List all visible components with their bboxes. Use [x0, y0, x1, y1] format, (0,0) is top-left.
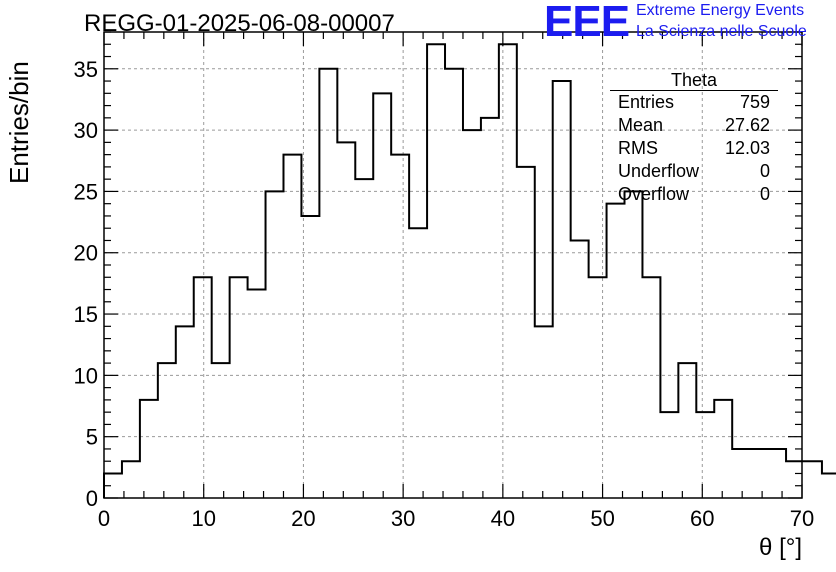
y-tick-label: 35 [74, 57, 98, 82]
y-tick-label: 20 [74, 241, 98, 266]
histogram-bin [768, 449, 786, 498]
histogram-bin [212, 363, 230, 498]
stats-label: Underflow [618, 161, 700, 181]
stats-label: RMS [618, 138, 658, 158]
logo-line-2: La Scienza nelle Scuole [636, 23, 807, 40]
y-tick-label: 30 [74, 118, 98, 143]
x-tick-label: 10 [191, 506, 215, 531]
histogram-bin [660, 412, 678, 498]
histogram-bin [535, 326, 553, 498]
tick-labels: 0 10 20 30 40 50 60 70 0 5 10 15 20 25 30 35 [74, 57, 815, 531]
x-tick-label: 0 [98, 506, 110, 531]
y-tick-label: 10 [74, 363, 98, 388]
histogram-bin [571, 240, 589, 498]
histogram-bin [194, 277, 212, 498]
axis-ticks [103, 31, 803, 499]
stats-value: 27.62 [724, 115, 770, 135]
histogram-bin [248, 290, 266, 498]
stats-value: 12.03 [724, 138, 770, 158]
x-tick-label: 50 [590, 506, 614, 531]
x-tick-label: 60 [690, 506, 714, 531]
stats-row: Underflow 0 [610, 160, 778, 183]
stats-label: Overflow [618, 184, 690, 204]
histogram-bin [625, 191, 643, 498]
histogram-bin [301, 216, 319, 498]
eee-logo: EEE [544, 0, 630, 46]
histogram-bin [122, 461, 140, 498]
histogram-bin [589, 277, 607, 498]
histogram-bin [355, 179, 373, 498]
histogram-bin [409, 228, 427, 498]
histogram-bin [481, 118, 499, 498]
x-axis-label: θ [°] [759, 534, 802, 561]
histogram-bin [499, 44, 517, 498]
stats-box: Theta Entries 759 Mean 27.62 RMS 12.03 U… [610, 70, 778, 206]
histogram-bin [373, 93, 391, 498]
histogram-bin [391, 155, 409, 498]
stats-label: Entries [618, 92, 675, 112]
stats-value: 0 [759, 184, 770, 204]
x-tick-label: 30 [391, 506, 415, 531]
stats-label: Mean [618, 115, 664, 135]
histogram-bin [337, 142, 355, 498]
histogram-bin [804, 461, 822, 498]
histogram-bin [266, 191, 284, 498]
histogram-bin [463, 130, 481, 498]
histogram-bin [140, 400, 158, 498]
x-tick-label: 40 [491, 506, 515, 531]
histogram-outline [103, 43, 836, 498]
histogram-bin [427, 44, 445, 498]
histogram-bin [230, 277, 248, 498]
x-tick-label: 70 [790, 506, 814, 531]
histogram-bin [714, 400, 732, 498]
chart-title: REGG-01-2025-06-08-00007 [84, 10, 395, 37]
y-tick-label: 5 [86, 425, 98, 450]
histogram-bin [176, 326, 194, 498]
stats-row: Overflow 0 [610, 183, 778, 206]
histogram-bin [158, 363, 176, 498]
histogram-bin [696, 412, 714, 498]
histogram-bin [553, 81, 571, 498]
y-tick-label: 0 [86, 486, 98, 511]
histogram-bin [732, 449, 750, 498]
y-axis-label: Entries/bin [4, 61, 34, 184]
stats-title: Theta [610, 70, 778, 91]
histogram-bin [319, 69, 337, 498]
histogram-bin [283, 155, 301, 498]
histogram-bin [607, 204, 625, 498]
logo-line-1: Extreme Energy Events [636, 2, 805, 19]
histogram-bin [822, 473, 836, 498]
y-tick-label: 15 [74, 302, 98, 327]
histogram-bin [517, 167, 535, 498]
histogram-bin [750, 449, 768, 498]
stats-value: 759 [739, 92, 770, 112]
stats-row: RMS 12.03 [610, 137, 778, 160]
x-tick-label: 20 [291, 506, 315, 531]
y-tick-label: 25 [74, 179, 98, 204]
histogram-bin [445, 69, 463, 498]
stats-row: Entries 759 [610, 91, 778, 114]
histogram-bin [678, 363, 696, 498]
stats-row: Mean 27.62 [610, 114, 778, 137]
histogram-bin [642, 277, 660, 498]
stats-value: 0 [759, 161, 770, 181]
